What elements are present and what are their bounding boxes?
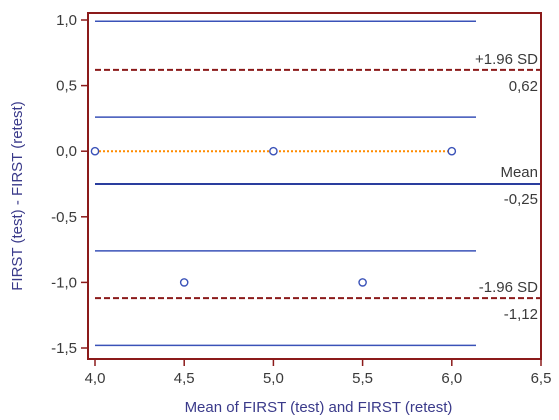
x-axis-ticks: 4,0 4,5 5,0 5,5 6,0 6,5 (85, 359, 552, 387)
plot-frame (87, 12, 542, 360)
data-point-3 (179, 278, 189, 287)
data-point-4 (358, 278, 367, 287)
x-tick-label-2: 5,0 (263, 370, 284, 387)
x-axis-title: Mean of FIRST (test) and FIRST (retest) (185, 399, 453, 416)
y-axis-title: FIRST (test) - FIRST (retest) (9, 101, 26, 290)
y-tick-label-4: -1,0 (51, 274, 77, 291)
x-tick-label-5: 6,5 (531, 370, 552, 387)
y-axis-ticks: 1,0 0,5 0,0 -0,5 -1,0 -1,5 (51, 12, 88, 357)
lower-loa-label: -1.96 SD (479, 279, 538, 296)
y-tick-label-0: 1,0 (56, 12, 77, 29)
x-tick-label-0: 4,0 (85, 370, 106, 387)
upper-loa-label: +1.96 SD (475, 51, 538, 68)
x-tick-label-3: 5,5 (352, 370, 373, 387)
y-tick-label-3: -0,5 (51, 209, 77, 226)
mean-label: Mean (500, 164, 538, 181)
lower-loa-value: -1,12 (504, 306, 538, 323)
x-tick-label-1: 4,5 (174, 370, 195, 387)
data-point-2 (447, 146, 457, 156)
y-tick-label-5: -1,5 (51, 340, 77, 357)
data-point-0 (90, 146, 100, 156)
y-tick-label-1: 0,5 (56, 78, 77, 95)
x-tick-label-4: 6,0 (441, 370, 462, 387)
confidence-interval-lines (95, 20, 476, 347)
y-tick-label-2: 0,0 (56, 143, 77, 160)
data-point-1 (269, 146, 278, 156)
data-points (90, 146, 457, 287)
mean-value: -0,25 (504, 191, 538, 208)
upper-loa-value: 0,62 (509, 78, 538, 95)
